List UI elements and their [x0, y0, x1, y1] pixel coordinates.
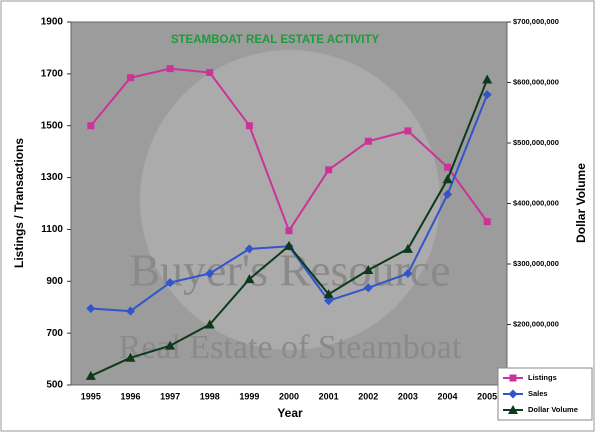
y2-tick-label: $700,000,000 [513, 17, 559, 26]
point-marker [482, 74, 493, 84]
y2-tick-label: $200,000,000 [513, 319, 559, 328]
legend-marker [508, 405, 518, 414]
point-marker [285, 227, 293, 235]
x-tick-label: 2002 [358, 391, 378, 401]
point-marker [483, 218, 491, 226]
y-tick-label: 1500 [41, 120, 64, 131]
x-tick-label: 2004 [438, 391, 458, 401]
y2-tick-label: $600,000,000 [513, 77, 559, 86]
point-marker [205, 269, 215, 279]
y-tick-label: 1900 [41, 17, 64, 28]
legend-marker [508, 389, 518, 399]
x-tick-label: 2003 [398, 391, 418, 401]
y2-tick-label: $300,000,000 [513, 259, 559, 268]
watermark: Real Estate of Steamboat [119, 329, 462, 366]
legend-label: Listings [528, 373, 557, 382]
point-marker [244, 274, 255, 284]
point-marker [404, 127, 412, 135]
point-marker [363, 283, 373, 293]
point-marker [126, 74, 134, 82]
point-marker [325, 166, 333, 174]
point-marker [166, 65, 174, 73]
point-marker [442, 174, 453, 184]
point-marker [125, 352, 136, 362]
point-marker [87, 122, 95, 130]
x-tick-label: 1995 [81, 391, 101, 401]
point-marker [85, 370, 96, 380]
x-tick-label: 1998 [200, 391, 220, 401]
y-tick-label: 900 [46, 276, 63, 287]
point-marker [204, 319, 215, 329]
y-tick-label: 1700 [41, 68, 64, 79]
point-marker [244, 244, 254, 254]
y-tick-label: 1100 [41, 224, 63, 235]
point-marker [482, 90, 492, 100]
point-marker [403, 269, 413, 279]
legend-label: Sales [528, 389, 548, 398]
y2-axis-label: Dollar Volume [574, 163, 588, 243]
point-marker [402, 243, 413, 253]
x-tick-label: 1996 [120, 391, 140, 401]
x-axis-label: Year [277, 406, 303, 420]
y-tick-label: 500 [46, 380, 63, 391]
x-tick-label: 2005 [477, 391, 497, 401]
point-marker [363, 265, 374, 275]
y2-tick-label: $400,000,000 [513, 198, 559, 207]
point-marker [165, 340, 176, 350]
legend-label: Dollar Volume [528, 405, 578, 414]
point-marker [245, 122, 253, 130]
point-marker [125, 306, 135, 316]
watermark: Buyer's Resource [129, 245, 450, 296]
point-marker [324, 296, 334, 306]
y2-tick-label: $500,000,000 [513, 138, 559, 147]
point-marker [206, 69, 214, 77]
x-tick-label: 1997 [160, 391, 180, 401]
point-marker [323, 289, 334, 299]
point-marker [165, 278, 175, 288]
point-marker [443, 189, 453, 199]
y-tick-label: 700 [46, 328, 63, 339]
chart-title: STEAMBOAT REAL ESTATE ACTIVITY [171, 34, 380, 46]
point-marker [444, 163, 452, 171]
x-tick-label: 2001 [319, 391, 339, 401]
point-marker [86, 304, 96, 314]
point-marker [284, 240, 294, 250]
x-tick-label: 2000 [279, 391, 299, 401]
legend-marker [509, 374, 517, 382]
point-marker [364, 137, 372, 145]
x-tick-label: 1999 [239, 391, 259, 401]
watermark-sun [140, 50, 440, 350]
y-axis-label: Listings / Transactions [12, 138, 26, 268]
y-tick-label: 1300 [41, 172, 64, 183]
